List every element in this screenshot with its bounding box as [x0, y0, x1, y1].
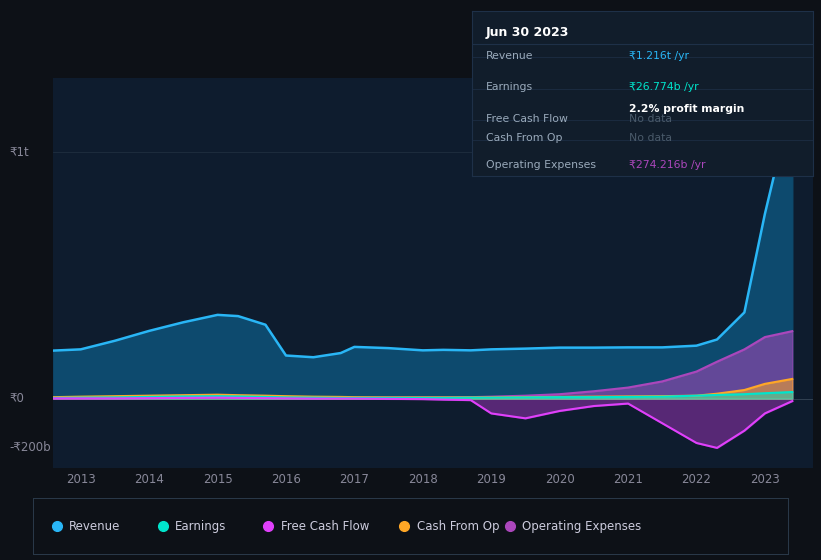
Text: ₹1t: ₹1t — [10, 146, 30, 159]
Text: 2.2% profit margin: 2.2% profit margin — [629, 104, 744, 114]
Text: Free Cash Flow: Free Cash Flow — [281, 520, 369, 533]
Text: Cash From Op: Cash From Op — [486, 133, 562, 143]
Text: Earnings: Earnings — [175, 520, 227, 533]
Text: Revenue: Revenue — [486, 51, 533, 61]
Text: Free Cash Flow: Free Cash Flow — [486, 114, 567, 124]
Text: Cash From Op: Cash From Op — [416, 520, 499, 533]
Text: ₹26.774b /yr: ₹26.774b /yr — [629, 82, 699, 92]
Text: -₹200b: -₹200b — [10, 441, 52, 454]
Text: ₹274.216b /yr: ₹274.216b /yr — [629, 160, 705, 170]
Text: Revenue: Revenue — [69, 520, 121, 533]
Text: No data: No data — [629, 133, 672, 143]
Text: No data: No data — [629, 114, 672, 124]
Text: ₹1.216t /yr: ₹1.216t /yr — [629, 51, 689, 61]
Text: Jun 30 2023: Jun 30 2023 — [486, 26, 569, 39]
Text: Earnings: Earnings — [486, 82, 533, 92]
Text: ₹0: ₹0 — [10, 392, 25, 405]
Text: Operating Expenses: Operating Expenses — [486, 160, 596, 170]
Text: Operating Expenses: Operating Expenses — [522, 520, 641, 533]
